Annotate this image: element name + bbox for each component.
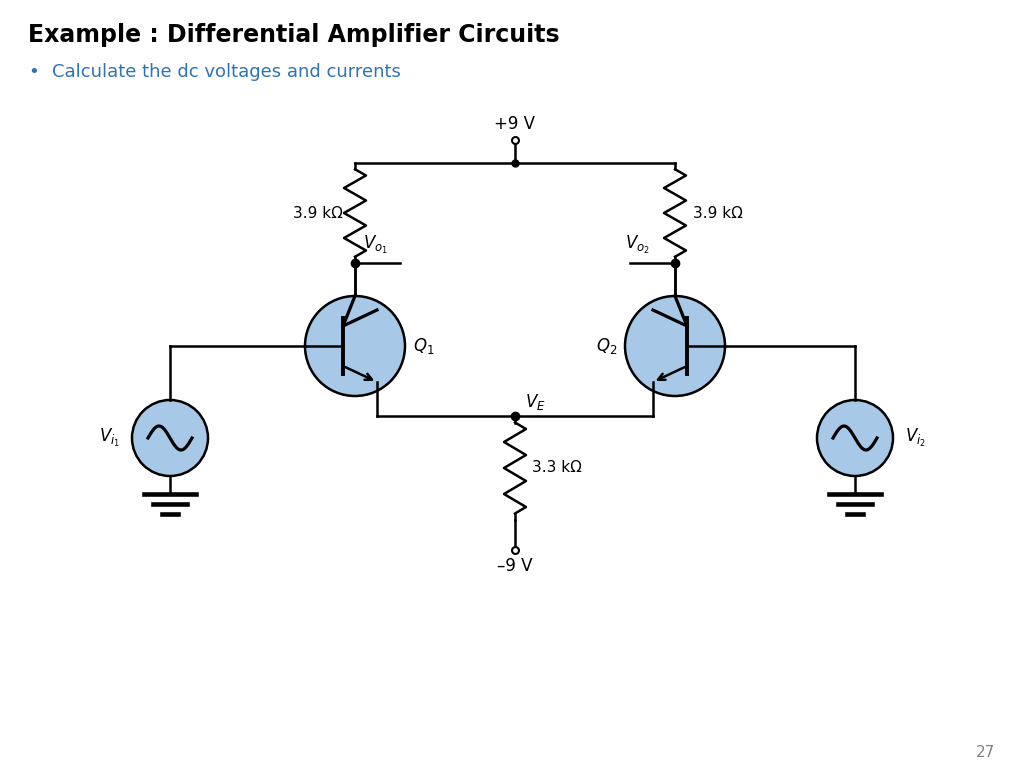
Text: Example : Differential Amplifier Circuits: Example : Differential Amplifier Circuit… [28,23,560,47]
Text: $V_{o_2}$: $V_{o_2}$ [625,234,650,256]
Text: 3.9 kΩ: 3.9 kΩ [693,206,742,220]
Text: +9 V: +9 V [495,115,536,133]
Text: Calculate the dc voltages and currents: Calculate the dc voltages and currents [52,63,400,81]
Text: $Q_1$: $Q_1$ [413,336,434,356]
Text: •: • [28,63,39,81]
Circle shape [305,296,406,396]
Text: 27: 27 [976,745,995,760]
Text: $V_E$: $V_E$ [525,392,546,412]
Text: $V_{i_2}$: $V_{i_2}$ [905,427,926,449]
Text: 3.3 kΩ: 3.3 kΩ [532,461,582,475]
Text: $Q_2$: $Q_2$ [596,336,617,356]
Circle shape [625,296,725,396]
Circle shape [132,400,208,476]
Text: 3.9 kΩ: 3.9 kΩ [293,206,343,220]
Text: –9 V: –9 V [498,557,532,575]
Text: $V_{o_1}$: $V_{o_1}$ [362,234,388,256]
Text: $V_{i_1}$: $V_{i_1}$ [99,427,120,449]
Circle shape [817,400,893,476]
